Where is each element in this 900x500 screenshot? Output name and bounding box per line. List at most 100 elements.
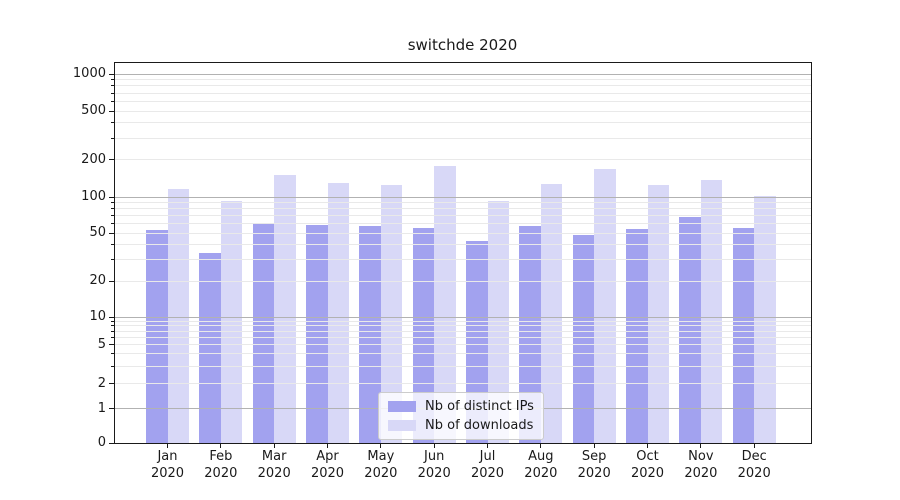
x-tick-label: Sep 2020: [562, 449, 626, 482]
minor-gridline: [114, 159, 811, 160]
x-tick: [327, 443, 328, 448]
x-tick-year: 2020: [630, 465, 665, 481]
y-tick: [108, 442, 114, 444]
bar-downloads: [167, 188, 189, 443]
minor-gridline: [114, 336, 811, 338]
bar-distinct-ips: [199, 253, 221, 443]
minor-gridline: [114, 100, 811, 102]
y-tick-label: 1000: [72, 66, 106, 81]
legend-swatch-downloads: [388, 420, 416, 431]
legend-label: Nb of distinct IPs: [425, 399, 534, 414]
minor-gridline: [114, 244, 811, 246]
x-tick-month: Mar: [261, 449, 287, 464]
x-tick-label: Mar 2020: [242, 449, 306, 482]
x-tick-year: 2020: [150, 465, 185, 481]
bar-distinct-ips: [146, 229, 168, 443]
bar-downloads: [220, 200, 243, 443]
x-tick-label: Apr 2020: [296, 449, 360, 482]
x-tick-year: 2020: [364, 465, 398, 481]
y-tick: [108, 232, 114, 234]
minor-gridline: [114, 383, 811, 384]
chart-title: switchde 2020: [407, 36, 518, 54]
x-tick: [487, 443, 489, 448]
minor-gridline: [114, 122, 811, 124]
major-gridline: [114, 316, 811, 318]
x-tick-label: Oct 2020: [616, 449, 680, 482]
bar-distinct-ips: [732, 228, 755, 443]
bar-downloads: [594, 169, 616, 443]
y-tick: [108, 383, 114, 384]
x-tick-month: Feb: [209, 449, 233, 464]
y-tick: [108, 280, 114, 282]
minor-gridline: [114, 208, 811, 210]
x-tick: [700, 443, 702, 448]
y-tick-label: 500: [81, 103, 106, 118]
y-tick: [108, 159, 114, 160]
y-minor-tick: [111, 223, 114, 225]
x-tick-month: Nov: [688, 449, 714, 464]
x-tick-year: 2020: [470, 465, 505, 481]
y-tick: [108, 196, 114, 198]
y-tick-label: 2: [97, 375, 106, 391]
minor-gridline: [114, 353, 811, 355]
minor-gridline: [114, 232, 811, 234]
x-tick: [540, 443, 542, 448]
legend: Nb of distinct IPs Nb of downloads: [378, 392, 544, 440]
minor-gridline: [114, 201, 811, 203]
minor-gridline: [114, 259, 811, 261]
legend-label: Nb of downloads: [425, 418, 534, 433]
y-tick: [108, 316, 114, 318]
major-gridline: [114, 196, 811, 198]
y-tick: [108, 408, 114, 409]
minor-gridline: [114, 137, 811, 139]
left-spine: [113, 61, 115, 444]
y-tick-label: 50: [89, 225, 106, 240]
bar-downloads: [274, 175, 296, 443]
x-tick: [380, 443, 382, 448]
x-tick-year: 2020: [737, 465, 771, 481]
bar-distinct-ips: [679, 217, 701, 443]
x-tick-label: Feb 2020: [189, 449, 253, 482]
bar-distinct-ips: [626, 229, 648, 443]
y-tick-label: 100: [81, 189, 106, 204]
bar-distinct-ips: [412, 228, 435, 443]
y-tick-label: 200: [81, 151, 106, 167]
minor-gridline: [114, 320, 811, 322]
y-minor-tick: [111, 85, 114, 87]
x-tick-label: Nov 2020: [669, 449, 733, 482]
bar-downloads: [647, 184, 670, 443]
x-tick: [167, 443, 168, 448]
x-tick: [220, 443, 222, 448]
x-tick-month: Jul: [479, 449, 496, 464]
legend-item: Nb of distinct IPs: [388, 399, 534, 414]
y-tick: [108, 344, 114, 345]
minor-gridline: [114, 92, 811, 94]
legend-item: Nb of downloads: [388, 418, 534, 433]
bar-downloads: [487, 200, 510, 443]
minor-gridline: [114, 85, 811, 87]
y-minor-tick: [111, 330, 114, 332]
x-tick-month: Oct: [636, 449, 659, 464]
y-minor-tick: [111, 100, 114, 102]
minor-gridline: [114, 325, 811, 327]
y-tick-label: 0: [97, 435, 106, 450]
y-minor-tick: [111, 208, 114, 210]
x-tick-year: 2020: [684, 465, 718, 481]
bar-downloads: [754, 195, 776, 443]
y-tick: [108, 73, 114, 75]
legend-swatch-distinct-ips: [388, 401, 416, 412]
x-tick-month: Jun: [424, 449, 445, 464]
y-minor-tick: [111, 215, 114, 217]
x-tick-label: Jul 2020: [456, 449, 520, 482]
x-tick-month: Apr: [316, 449, 339, 464]
right-spine: [810, 61, 812, 444]
bar-distinct-ips: [519, 226, 541, 443]
minor-gridline: [114, 280, 811, 282]
y-minor-tick: [111, 336, 114, 338]
x-tick-month: Aug: [528, 449, 554, 464]
y-minor-tick: [111, 201, 114, 203]
bar-downloads: [327, 182, 349, 443]
y-tick-label: 20: [89, 273, 106, 288]
